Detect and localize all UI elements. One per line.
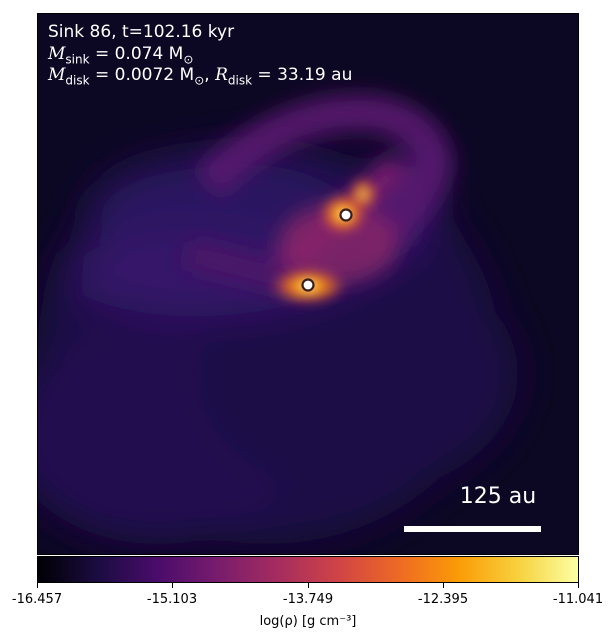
colorbar-tick	[308, 583, 309, 588]
sink-title: Sink 86, t=102.16 kyr	[48, 22, 235, 42]
colorbar-tick	[172, 583, 173, 588]
disk-properties-label: Mdisk = 0.0072 M⊙, Rdisk = 33.19 au	[48, 65, 353, 88]
sink-a-marker	[339, 208, 353, 222]
colorbar	[37, 556, 579, 583]
scale-bar	[404, 526, 541, 532]
colorbar-tick-label: -11.041	[552, 592, 604, 607]
colorbar-tick	[37, 583, 38, 588]
sink-mass-label: Msink = 0.074 M⊙	[48, 44, 194, 67]
colorbar-axis-label: log(ρ) [g cm⁻³]	[259, 614, 357, 629]
colorbar-tick-label: -12.395	[417, 592, 469, 607]
colorbar-tick	[578, 583, 579, 588]
density-map: Sink 86, t=102.16 kyr Msink = 0.074 M⊙ M…	[37, 13, 579, 555]
scale-bar-label: 125 au	[459, 484, 537, 509]
colorbar-tick-label: -15.103	[146, 592, 198, 607]
sink-b-marker	[301, 278, 315, 292]
density-image	[38, 14, 578, 554]
colorbar-tick-label: -16.457	[11, 592, 63, 607]
colorbar-tick-label: -13.749	[282, 592, 334, 607]
colorbar-tick	[443, 583, 444, 588]
